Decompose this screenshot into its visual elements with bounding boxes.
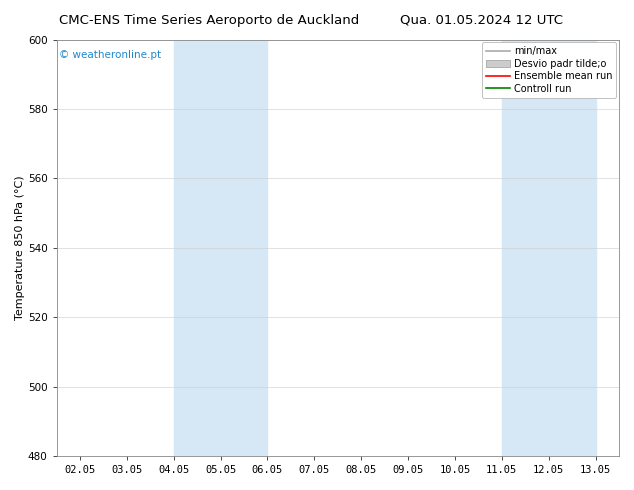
Legend: min/max, Desvio padr tilde;o, Ensemble mean run, Controll run: min/max, Desvio padr tilde;o, Ensemble m… <box>482 43 616 98</box>
Text: CMC-ENS Time Series Aeroporto de Auckland: CMC-ENS Time Series Aeroporto de Aucklan… <box>59 14 359 27</box>
Bar <box>502 40 595 456</box>
Y-axis label: Temperature 850 hPa (°C): Temperature 850 hPa (°C) <box>15 175 25 320</box>
Bar <box>174 40 268 456</box>
Text: Qua. 01.05.2024 12 UTC: Qua. 01.05.2024 12 UTC <box>400 14 564 27</box>
Text: © weatheronline.pt: © weatheronline.pt <box>60 50 162 60</box>
